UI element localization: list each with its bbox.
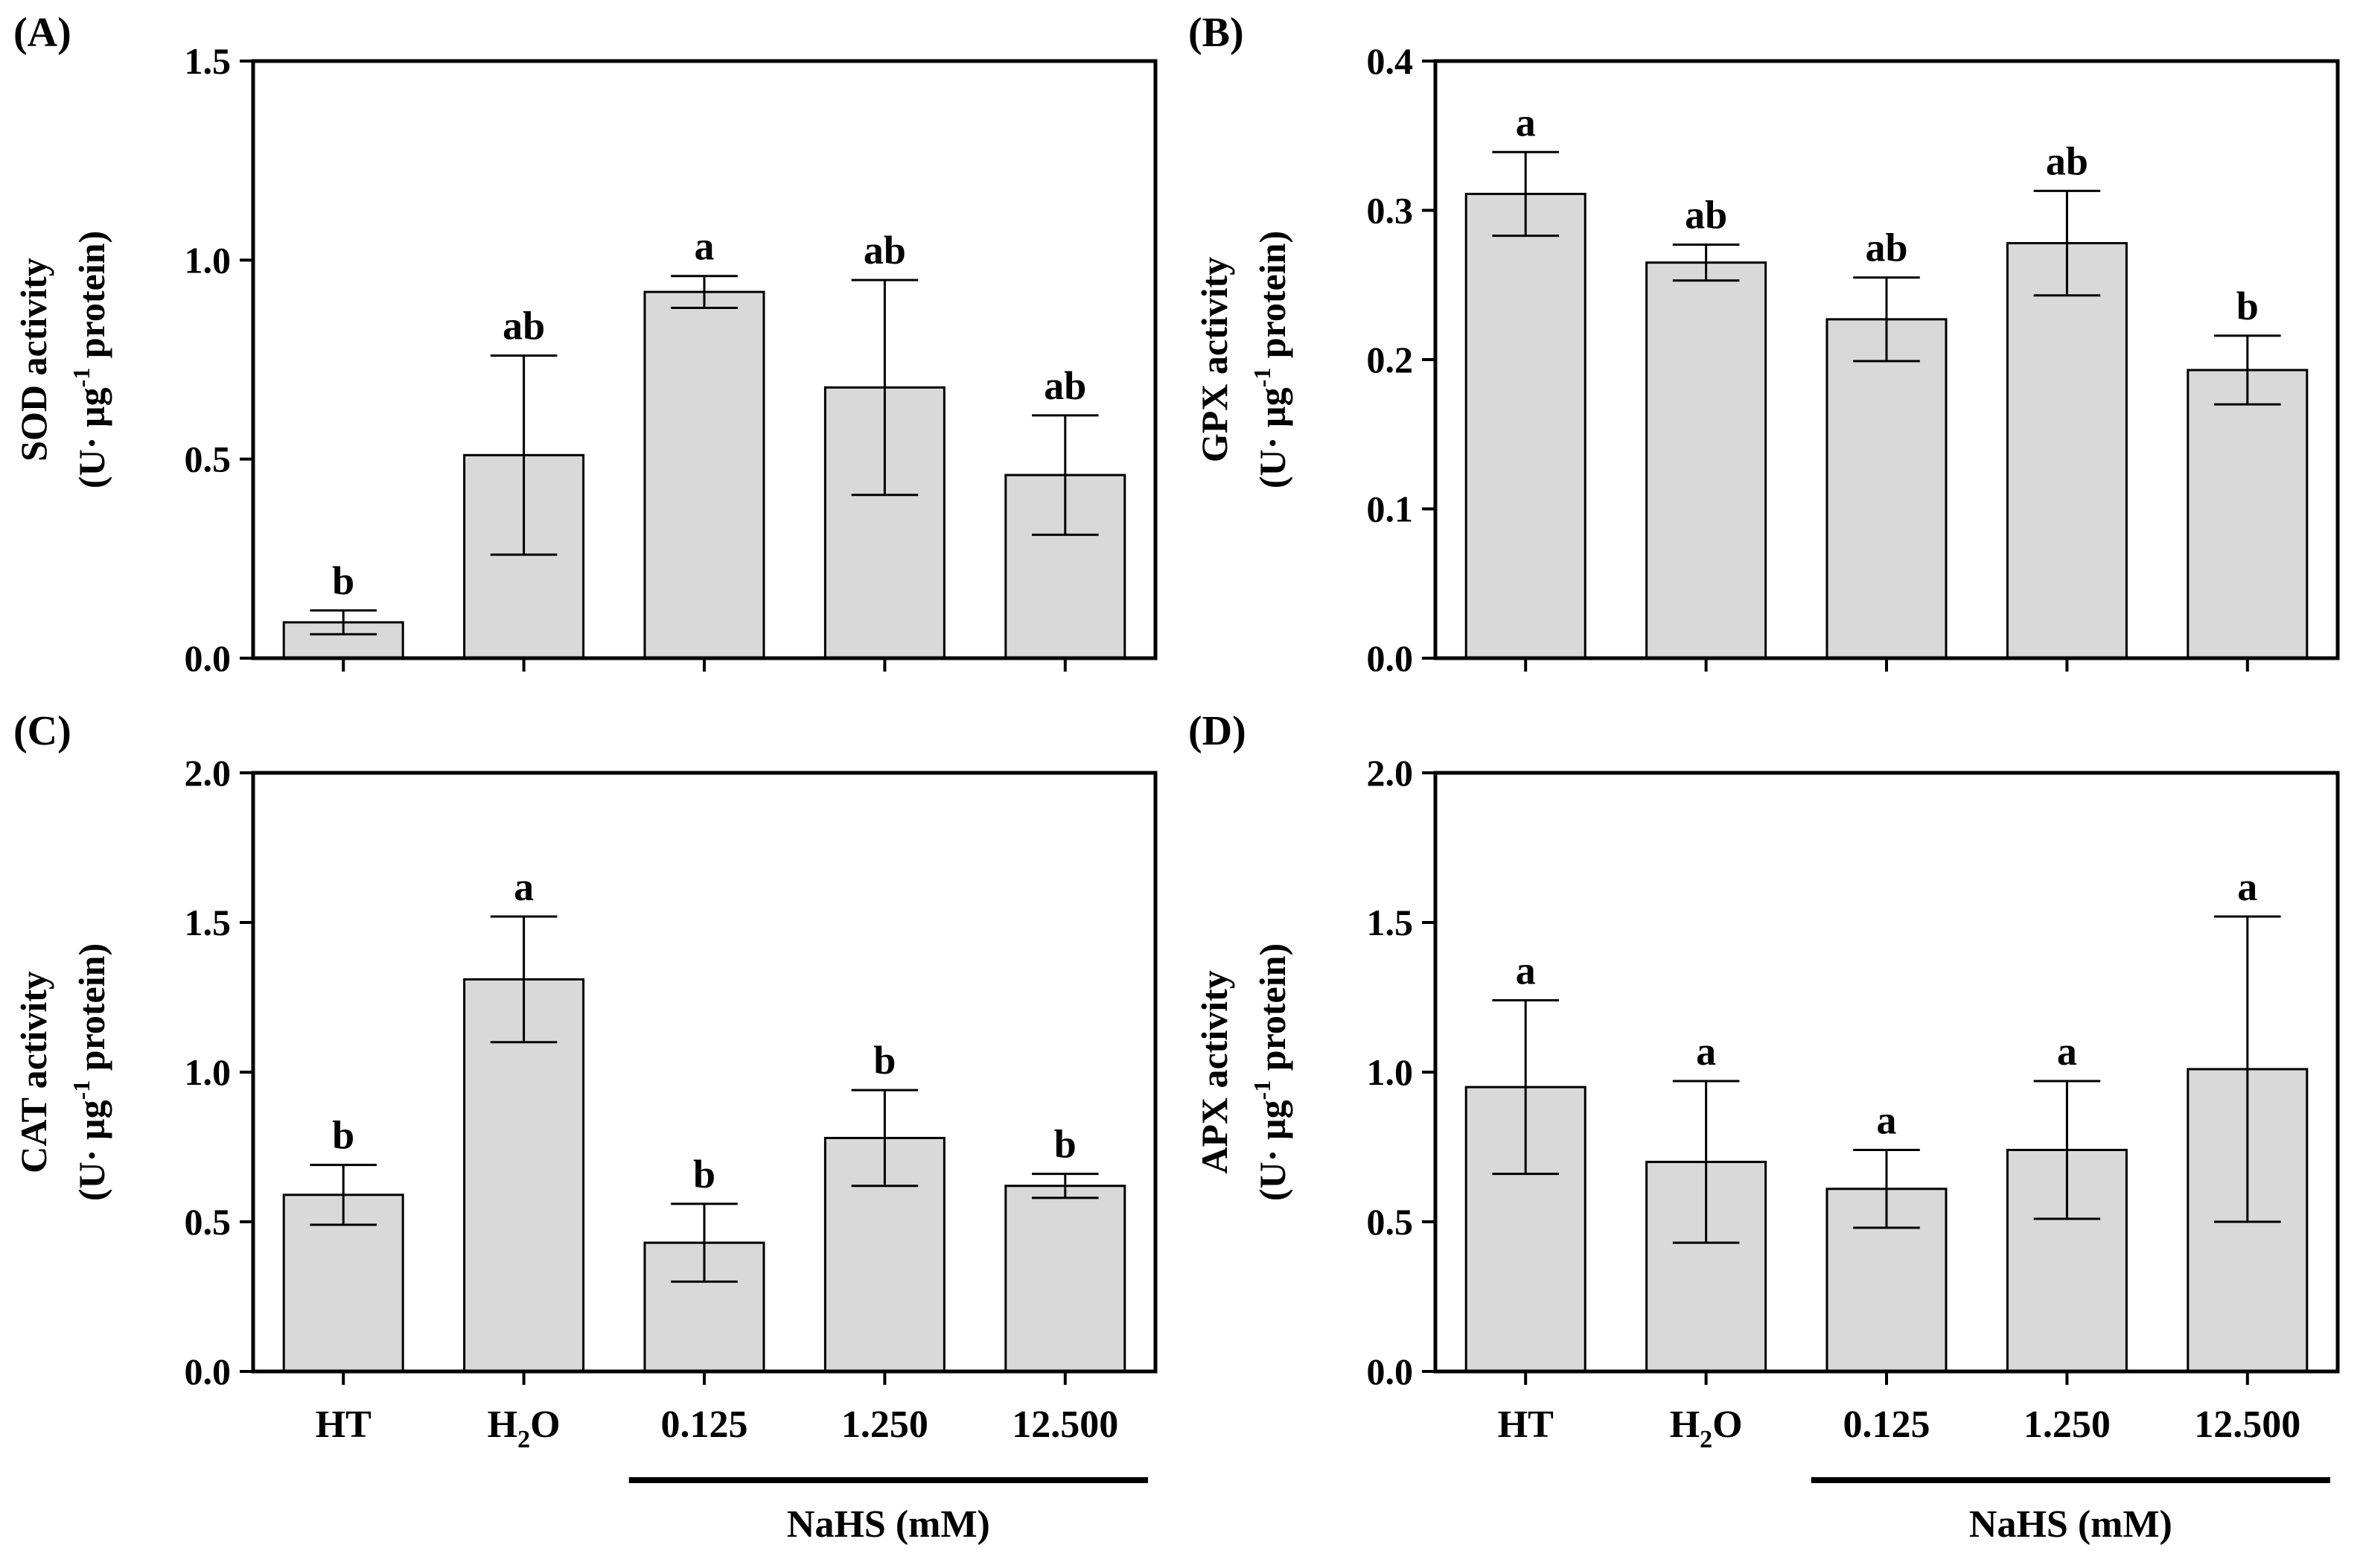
x-tick-label: 12.500 xyxy=(1012,1403,1118,1446)
y-tick-label: 0.5 xyxy=(185,1201,232,1243)
y-axis-label-line1: GPX activity xyxy=(1193,257,1235,462)
y-tick-label: 1.5 xyxy=(1367,902,1414,943)
significance-letter: ab xyxy=(1044,363,1086,408)
significance-letter: a xyxy=(2237,864,2257,909)
bar xyxy=(1645,261,1767,660)
significance-letter: ab xyxy=(864,228,906,273)
x-tick-label: 12.500 xyxy=(2194,1403,2300,1446)
significance-letter: a xyxy=(2057,1029,2077,1074)
plot-frame xyxy=(251,771,1158,1374)
significance-letter: b xyxy=(1054,1122,1077,1167)
y-tick-label: 0.0 xyxy=(1367,637,1414,679)
y-axis-label-line1: CAT activity xyxy=(13,971,54,1173)
group-label: NaHS (mM) xyxy=(787,1503,990,1546)
x-tick-label: HT xyxy=(1498,1403,1554,1446)
significance-letter: ab xyxy=(503,304,545,348)
panel-label: (D) xyxy=(1188,708,1246,754)
bar xyxy=(643,290,765,660)
significance-letter: ab xyxy=(1685,193,1727,238)
y-axis-label-line2: (U· µg-1 protein) xyxy=(68,231,112,488)
y-tick-label: 0.3 xyxy=(1367,190,1414,232)
x-tick-label: 0.125 xyxy=(1843,1403,1930,1446)
y-tick-label: 1.0 xyxy=(185,239,232,281)
panel-b: (B) GPX activity (U· µg-1 protein) 0.0 0.1 0.… xyxy=(1188,10,2340,679)
y-tick-label: 1.0 xyxy=(185,1051,232,1093)
bar xyxy=(1004,474,1126,660)
significance-letter: b xyxy=(873,1038,896,1083)
bar xyxy=(1825,318,1948,660)
y-axis-label-line2: (U· µg-1 protein) xyxy=(1249,943,1293,1201)
panel-label: (A) xyxy=(13,10,71,56)
significance-letter: b xyxy=(693,1152,715,1196)
plot-frame xyxy=(251,59,1158,660)
bar xyxy=(1004,1185,1126,1373)
y-tick-label: 0.0 xyxy=(1367,1351,1414,1392)
y-tick-label: 2.0 xyxy=(185,752,232,794)
significance-letter: b xyxy=(2236,284,2259,328)
y-tick-label: 0.0 xyxy=(185,637,232,679)
x-tick-label: HT xyxy=(316,1403,371,1446)
group-label: NaHS (mM) xyxy=(1969,1503,2172,1546)
y-tick-label: 0.5 xyxy=(1367,1201,1414,1243)
bar xyxy=(1464,192,1587,660)
panel-a: (A) SOD activity (U· µg-1 protein) 0.0 0.5 1.… xyxy=(13,10,1158,679)
y-axis-label-line1: APX activity xyxy=(1193,970,1235,1174)
significance-letter: ab xyxy=(1865,226,1907,270)
y-tick-label: 2.0 xyxy=(1367,752,1414,794)
y-tick-label: 1.5 xyxy=(185,902,232,943)
significance-letter: a xyxy=(1877,1098,1897,1143)
y-tick-label: 0.5 xyxy=(185,439,232,480)
y-tick-label: 0.4 xyxy=(1367,40,1414,82)
panel-d: (D) APX activity (U· µg-1 protein) 0.0 0.5 1.… xyxy=(1188,708,2340,1546)
y-tick-label: 1.5 xyxy=(185,40,232,82)
y-axis-label-line1: SOD activity xyxy=(13,258,54,462)
plot-frame xyxy=(1433,59,2340,660)
x-tick-label: 0.125 xyxy=(661,1403,748,1446)
significance-letter: a xyxy=(695,224,715,269)
x-tick-label: H2O xyxy=(1670,1403,1743,1453)
y-tick-label: 1.0 xyxy=(1367,1051,1414,1093)
panel-c: (C) CAT activity (U· µg-1 protein) 0.0 0.5 1.… xyxy=(13,708,1158,1546)
bar xyxy=(463,978,585,1373)
x-tick-label: 1.250 xyxy=(841,1403,928,1446)
significance-letter: a xyxy=(1516,100,1536,144)
x-tick-label: 1.250 xyxy=(2024,1403,2111,1446)
significance-letter: b xyxy=(332,558,354,603)
significance-letter: a xyxy=(1696,1029,1716,1074)
x-tick-label: H2O xyxy=(488,1403,561,1453)
panel-label: (C) xyxy=(13,708,71,754)
bar xyxy=(2006,242,2128,660)
y-tick-label: 0.0 xyxy=(185,1351,232,1392)
significance-letter: ab xyxy=(2046,138,2088,183)
significance-letter: a xyxy=(1516,949,1536,993)
significance-letter: b xyxy=(332,1113,354,1158)
y-tick-label: 0.1 xyxy=(1367,488,1414,530)
y-axis-label-line2: (U· µg-1 protein) xyxy=(68,943,112,1201)
significance-letter: a xyxy=(514,864,534,909)
panel-label: (B) xyxy=(1188,10,1244,56)
y-axis-label-line2: (U· µg-1 protein) xyxy=(1249,231,1293,488)
plot-frame xyxy=(1433,771,2340,1374)
bar xyxy=(2187,369,2309,660)
y-tick-label: 0.2 xyxy=(1367,339,1414,380)
